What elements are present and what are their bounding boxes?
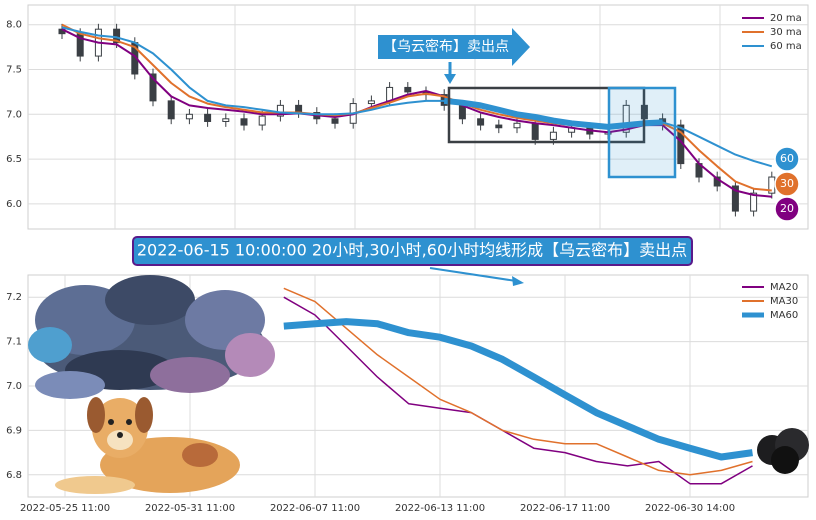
dog-head <box>92 398 148 458</box>
legend-label: MA60 <box>770 310 798 321</box>
dark-cloud <box>757 428 809 474</box>
candle-body <box>531 122 539 140</box>
arrow <box>429 267 517 282</box>
cloud <box>771 446 799 474</box>
x-tick-label: 2022-05-25 11:00 <box>20 503 110 514</box>
x-tick-label: 2022-06-17 11:00 <box>520 503 610 514</box>
ma-line <box>443 97 663 130</box>
candle-body <box>222 118 230 122</box>
arrow-head <box>512 276 524 286</box>
candle-body <box>113 28 121 44</box>
dog-paws <box>55 476 135 494</box>
y-tick-label: 6.9 <box>6 425 22 436</box>
candle-body <box>240 118 248 126</box>
legend-label: 60 ma <box>770 41 802 52</box>
dog-illustration <box>55 397 240 494</box>
end-badge <box>774 146 800 172</box>
candle-body <box>750 192 758 212</box>
candle-body <box>477 118 485 126</box>
highlight-box <box>447 86 646 144</box>
end-label: 30 <box>780 177 794 190</box>
candle-body <box>295 104 303 114</box>
candle-body <box>276 104 284 117</box>
x-tick-label: 2022-06-13 11:00 <box>395 503 485 514</box>
x-tick-label: 2022-05-31 11:00 <box>145 503 235 514</box>
candle-body <box>258 115 266 126</box>
candle-body <box>404 86 412 93</box>
cloud-illustration <box>28 275 275 399</box>
candle-body <box>622 104 630 133</box>
cloud <box>225 333 275 377</box>
ma-line <box>283 318 753 461</box>
y-tick-label: 7.1 <box>6 337 22 348</box>
dog-eye <box>126 419 132 425</box>
candle-body <box>731 185 739 212</box>
cloud <box>105 275 195 325</box>
cloud <box>150 357 230 393</box>
dog-ear <box>135 397 153 433</box>
end-badge <box>774 171 800 197</box>
arrow-head <box>444 74 456 84</box>
y-tick-label: 6.8 <box>6 470 22 481</box>
candle-body <box>367 100 375 105</box>
dog-eye <box>108 419 114 425</box>
y-tick-label: 7.0 <box>6 109 22 120</box>
arrow-label <box>378 28 530 66</box>
x-tick-label: 2022-06-07 11:00 <box>270 503 360 514</box>
y-tick-label: 6.5 <box>6 154 22 165</box>
dog-spot <box>182 443 218 467</box>
highlight-box <box>607 86 677 179</box>
candle-body <box>386 86 394 102</box>
candle-body <box>549 131 557 140</box>
y-tick-label: 7.0 <box>6 381 22 392</box>
legend-label: MA20 <box>770 282 798 293</box>
y-tick-label: 8.0 <box>6 20 22 31</box>
banner-text: 2022-06-15 10:00:00 20小时,30小时,60小时均线形成【乌… <box>137 241 687 260</box>
cloud <box>28 327 72 363</box>
legend-label: MA30 <box>770 296 798 307</box>
annotations: 【乌云密布】卖出点 60 30 20 2022-06-15 10:00:00 2… <box>28 28 809 494</box>
ma-line <box>283 287 753 476</box>
y-tick-label: 6.0 <box>6 199 22 210</box>
end-badge <box>774 196 800 222</box>
x-tick-label: 2022-06-30 14:00 <box>645 503 735 514</box>
y-tick-label: 7.2 <box>6 292 22 303</box>
candle-body <box>513 122 521 129</box>
candle-body <box>204 113 212 122</box>
banner <box>132 236 693 266</box>
annotation: 【乌云密布】卖出点 <box>383 38 509 55</box>
legend-label: 30 ma <box>770 27 802 38</box>
legend-label: 20 ma <box>770 13 802 24</box>
dog-ear <box>87 397 105 433</box>
candle-body <box>495 124 503 129</box>
candle-body <box>331 118 339 124</box>
candle-body <box>458 104 466 120</box>
end-label: 20 <box>780 202 794 215</box>
candle-body <box>167 100 175 120</box>
dog-muzzle <box>107 430 133 450</box>
candle-body <box>149 73 157 102</box>
cloud <box>35 371 105 399</box>
dog-nose <box>117 432 123 438</box>
candle-body <box>185 113 193 120</box>
end-label: 60 <box>780 152 794 165</box>
y-tick-label: 7.5 <box>6 65 22 76</box>
